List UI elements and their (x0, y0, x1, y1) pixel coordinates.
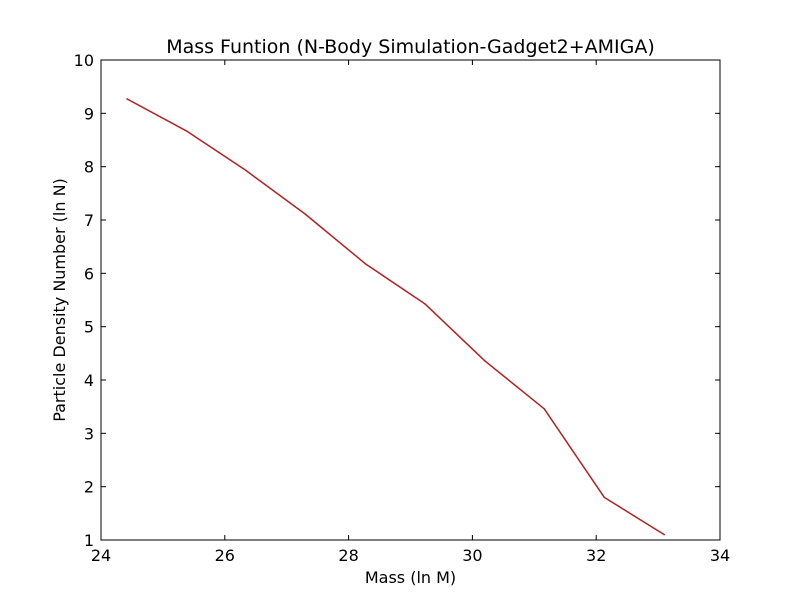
data-point (126, 98, 128, 100)
y-tick-label: 10 (74, 51, 94, 70)
y-tick-label: 1 (84, 531, 94, 550)
chart-title: Mass Funtion (N-Body Simulation-Gadget2+… (166, 36, 655, 58)
data-point (484, 360, 486, 362)
data-point (245, 169, 247, 172)
series-layer (126, 98, 666, 536)
y-tick-label: 4 (84, 371, 94, 390)
y-tick-label: 7 (84, 211, 94, 230)
data-point (364, 262, 367, 265)
y-tick-label: 6 (84, 264, 94, 283)
y-tick-label: 2 (84, 478, 94, 497)
x-tick-label: 34 (710, 546, 730, 565)
plot-frame (100, 59, 721, 541)
data-point (304, 213, 307, 215)
data-point (603, 496, 605, 499)
y-axis-label: Particle Density Number (ln N) (50, 178, 69, 422)
x-tick-label: 24 (91, 546, 111, 565)
y-tick-label: 5 (84, 318, 94, 337)
x-tick-label: 26 (215, 546, 235, 565)
x-tick-label: 32 (586, 546, 606, 565)
y-tick-label: 9 (84, 104, 94, 123)
data-point (423, 302, 426, 305)
y-tick-label: 3 (84, 424, 94, 443)
x-axis-label: Mass (ln M) (365, 568, 456, 587)
data-point (185, 130, 188, 132)
data-point (663, 533, 666, 536)
series-line (126, 98, 665, 536)
x-tick-label: 28 (338, 546, 358, 565)
y-tick-label: 8 (84, 158, 94, 177)
x-tick-label: 30 (462, 546, 482, 565)
data-point (543, 408, 545, 410)
